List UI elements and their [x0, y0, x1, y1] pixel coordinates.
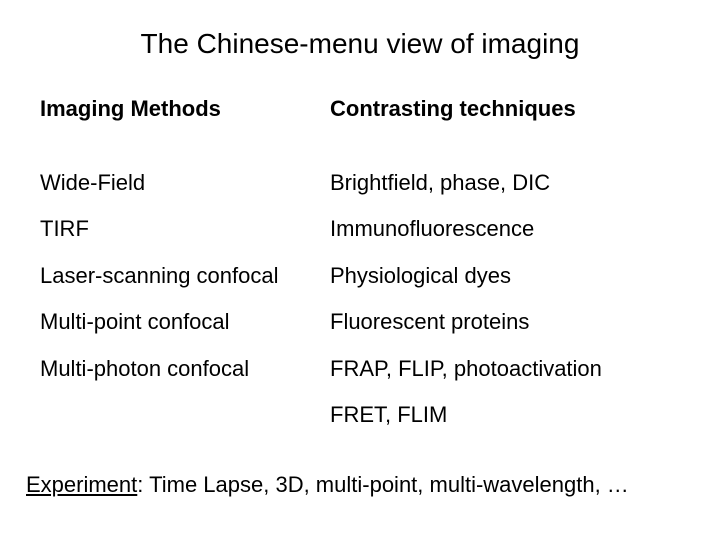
list-item: Laser-scanning confocal — [40, 263, 330, 289]
list-item: Physiological dyes — [330, 263, 680, 289]
slide-title: The Chinese-menu view of imaging — [20, 28, 700, 60]
list-item: TIRF — [40, 216, 330, 242]
list-item: FRET, FLIM — [330, 402, 680, 428]
list-item: Wide-Field — [40, 170, 330, 196]
list-item: Multi-photon confocal — [40, 356, 330, 382]
column-imaging-methods: Imaging Methods Wide-Field TIRF Laser-sc… — [40, 96, 330, 448]
footer-text: : Time Lapse, 3D, multi-point, multi-wav… — [137, 472, 629, 497]
list-item: Fluorescent proteins — [330, 309, 680, 335]
column-contrasting-techniques: Contrasting techniques Brightfield, phas… — [330, 96, 680, 448]
slide: The Chinese-menu view of imaging Imaging… — [0, 0, 720, 540]
footer-line: Experiment: Time Lapse, 3D, multi-point,… — [20, 472, 700, 498]
list-item: Brightfield, phase, DIC — [330, 170, 680, 196]
column-header-right: Contrasting techniques — [330, 96, 680, 122]
two-column-layout: Imaging Methods Wide-Field TIRF Laser-sc… — [20, 96, 700, 448]
list-item: Immunofluorescence — [330, 216, 680, 242]
footer-label: Experiment — [26, 472, 137, 497]
column-header-left: Imaging Methods — [40, 96, 330, 122]
list-item: Multi-point confocal — [40, 309, 330, 335]
list-item: FRAP, FLIP, photoactivation — [330, 356, 680, 382]
